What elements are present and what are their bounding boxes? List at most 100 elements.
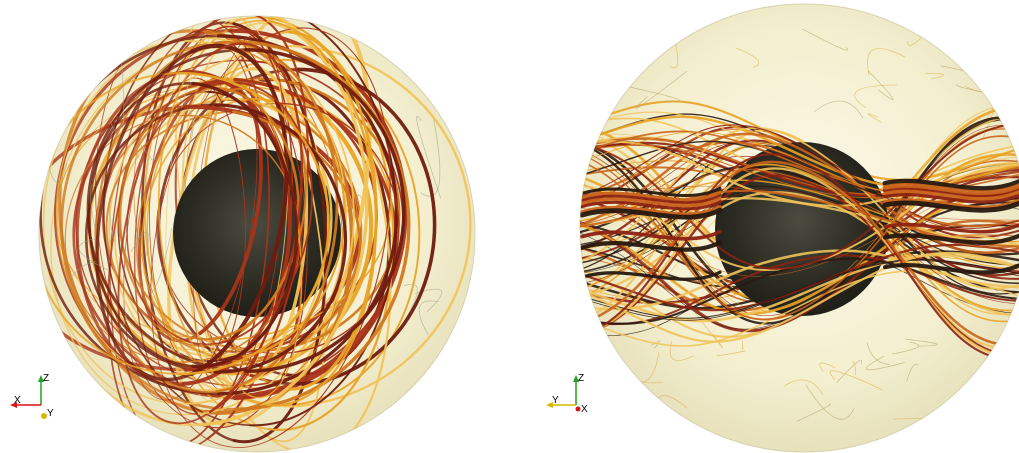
field-line [813, 100, 864, 119]
field-line [244, 48, 406, 373]
field-line [72, 78, 237, 400]
field-line [242, 98, 346, 358]
field-line [228, 28, 408, 399]
field-line [882, 260, 1019, 275]
field-line [50, 47, 200, 416]
field-line [969, 409, 984, 433]
field-line [580, 270, 1019, 347]
field-line [866, 342, 891, 365]
field-line [108, 197, 115, 242]
field-line [126, 82, 221, 346]
field-line [416, 115, 442, 199]
field-line [208, 42, 304, 414]
field-line [784, 379, 824, 395]
field-line [580, 190, 722, 202]
field-lines-front-right [580, 115, 1019, 361]
field-line [580, 258, 1019, 319]
field-line [580, 207, 723, 220]
field-line [249, 16, 398, 427]
field-line [294, 67, 437, 386]
axis-label-x-left: X [14, 395, 21, 406]
field-line [580, 205, 722, 217]
field-line [580, 229, 722, 241]
field-line [882, 230, 1019, 245]
field-line [110, 43, 125, 136]
field-line [580, 144, 1019, 199]
axis-label-z-right: Z [578, 373, 584, 384]
field-line [277, 102, 400, 355]
field-line [117, 54, 212, 425]
left-panel [38, 15, 476, 453]
right-panel [579, 3, 1019, 453]
field-line [867, 48, 906, 76]
field-line [883, 195, 1019, 210]
field-lines-front-left [178, 16, 472, 452]
field-line [852, 361, 856, 376]
field-line [882, 175, 1019, 192]
inner-core-left [173, 149, 341, 317]
field-line [420, 114, 441, 197]
axis-label-y-right: Y [552, 395, 559, 406]
field-line [580, 115, 1019, 189]
field-line [905, 338, 938, 347]
field-line [669, 41, 679, 68]
field-line [257, 77, 401, 352]
field-line [214, 103, 348, 374]
field-line [580, 124, 1019, 229]
field-line [78, 238, 108, 271]
axes-triad-right: Z Y X [546, 373, 588, 415]
field-line [906, 364, 919, 382]
field-line [242, 84, 303, 399]
field-line [580, 160, 1019, 347]
field-line [613, 83, 680, 102]
axis-label-x-right: X [581, 404, 588, 415]
field-line [95, 49, 194, 382]
field-line [883, 219, 1019, 234]
field-line [130, 231, 149, 257]
field-line [580, 186, 722, 197]
field-line [86, 48, 248, 373]
field-line [157, 19, 269, 406]
field-line [580, 253, 1019, 323]
field-line [580, 185, 1019, 266]
field-line [580, 135, 1019, 321]
field-line [221, 97, 333, 358]
field-line [196, 77, 246, 373]
field-line [925, 72, 944, 80]
field-line [141, 99, 245, 359]
field-line [955, 398, 989, 412]
field-line [84, 103, 218, 374]
field-line [418, 300, 439, 335]
field-line [716, 350, 745, 357]
axis-label-z-left: Z [43, 373, 49, 384]
field-line [163, 90, 194, 146]
field-line [39, 72, 182, 375]
field-line [867, 113, 882, 123]
field-line [883, 189, 1019, 204]
field-line [836, 359, 863, 383]
field-line [288, 44, 472, 408]
field-line [580, 185, 1019, 221]
field-line [882, 180, 1019, 196]
field-line [156, 102, 279, 354]
field-line [134, 30, 215, 415]
field-line [89, 184, 97, 228]
field-line [580, 251, 1019, 343]
axis-label-y-left: Y [47, 408, 54, 419]
field-line [580, 163, 1019, 312]
field-line [802, 28, 848, 51]
field-line [805, 384, 855, 420]
field-line [150, 228, 173, 294]
field-line [742, 341, 744, 350]
field-line [891, 341, 920, 355]
field-line [929, 418, 985, 438]
field-line [868, 70, 894, 101]
field-line [580, 196, 722, 208]
field-line [865, 355, 905, 371]
field-line [39, 34, 220, 395]
field-line [580, 270, 722, 281]
field-line [178, 71, 330, 376]
field-line [136, 91, 223, 347]
